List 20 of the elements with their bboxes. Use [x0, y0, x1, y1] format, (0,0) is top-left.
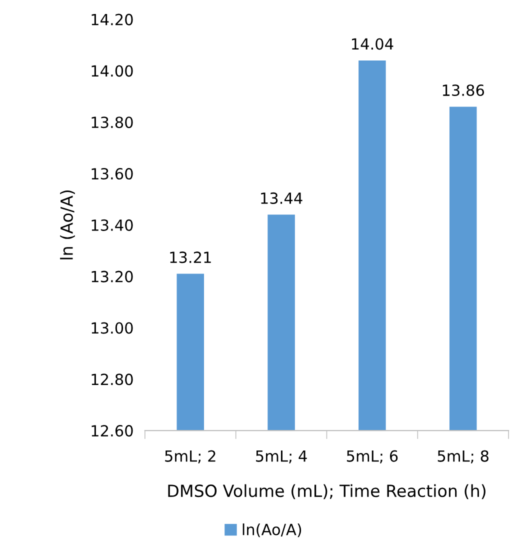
y-tick-label: 13.40	[92, 219, 133, 231]
data-label: 13.21	[170, 252, 211, 264]
x-tick-label: 5mL; 4	[256, 450, 307, 464]
x-tick-label: 5mL; 8	[438, 450, 488, 464]
y-tick-label: 14.00	[92, 65, 133, 77]
y-tick-label: 12.60	[92, 425, 133, 437]
y-tick-label: 13.60	[92, 168, 133, 180]
legend-label: ln(Ao/A)	[242, 523, 302, 538]
x-axis-title: DMSO Volume (mL); Time Reaction (h)	[168, 484, 486, 500]
x-tick-label: 5mL; 6	[346, 450, 398, 464]
data-label: 14.04	[352, 38, 394, 50]
y-tick-label: 13.20	[92, 270, 133, 282]
y-tick-label: 14.20	[92, 14, 133, 26]
y-tick-label: 13.80	[92, 116, 133, 128]
y-tick-label: 12.80	[92, 374, 133, 386]
x-tick-label: 5mL; 2	[165, 450, 216, 464]
data-label: 13.44	[261, 192, 302, 204]
y-tick-label: 13.00	[92, 322, 133, 334]
data-label: 13.86	[442, 84, 484, 96]
y-axis-title: ln (Ao/A)	[60, 190, 75, 260]
